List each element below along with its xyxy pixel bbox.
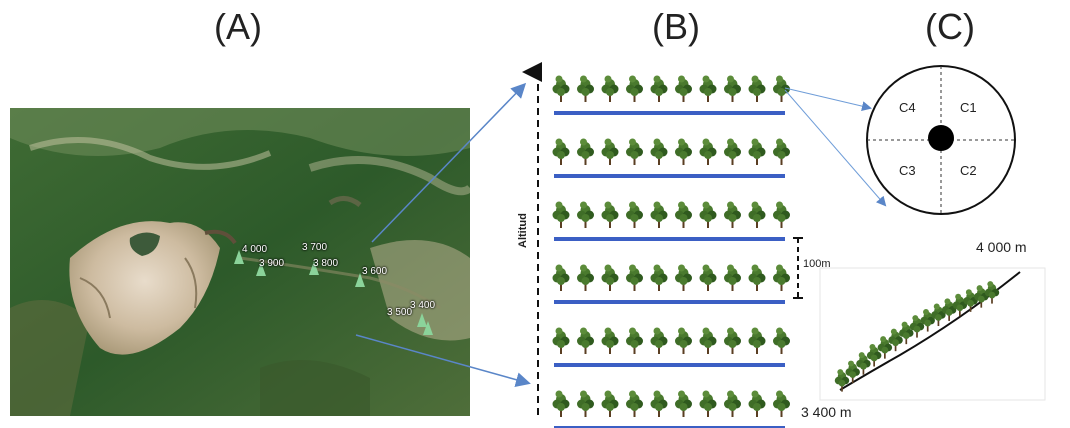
transect-tree xyxy=(773,264,790,291)
quadrant-label-c4: C4 xyxy=(899,100,916,115)
slope-tree xyxy=(963,289,978,312)
transect-tree xyxy=(552,201,570,228)
altitude-label: 3 500 xyxy=(387,307,413,318)
transect-tree xyxy=(626,138,643,165)
transect-tree xyxy=(577,201,594,228)
transect-tree xyxy=(748,264,766,291)
transect-tree xyxy=(699,327,717,354)
transect-tree xyxy=(552,264,570,291)
transect-tree xyxy=(724,264,741,291)
altitude-label: 3 700 xyxy=(302,242,328,253)
transect-tree xyxy=(748,138,766,165)
transect-tree xyxy=(552,390,570,417)
transect-tree xyxy=(724,138,741,165)
panel-b-label: (B) xyxy=(652,6,700,47)
quadrant-label-c3: C3 xyxy=(899,163,916,178)
transect-tree xyxy=(650,201,668,228)
altitude-label: 4 000 xyxy=(242,244,268,255)
connector-arrow-bottom xyxy=(355,334,531,387)
transect-tree xyxy=(724,327,741,354)
altitude-axis-label: Altitud xyxy=(517,213,529,248)
transect-tree xyxy=(577,264,594,291)
transect-tree xyxy=(773,201,790,228)
transect-tree xyxy=(675,264,692,291)
aerial-photo xyxy=(10,108,470,416)
transect-tree xyxy=(601,201,619,228)
transect-tree xyxy=(626,201,643,228)
altitude-label: 3 600 xyxy=(362,266,388,277)
transect-tree xyxy=(699,201,717,228)
transect-tree xyxy=(675,75,692,102)
transect-tree xyxy=(699,390,717,417)
transect-tree xyxy=(626,390,643,417)
transect-tree xyxy=(552,138,570,165)
transect-tree xyxy=(748,390,766,417)
panel-c-label: (C) xyxy=(925,6,975,47)
transect-tree xyxy=(577,327,594,354)
transect-tree xyxy=(601,138,619,165)
transect-tree xyxy=(601,327,619,354)
transect-tree xyxy=(724,75,741,102)
transect-tree xyxy=(552,327,570,354)
panel-a-label: (A) xyxy=(214,6,262,47)
transect-tree xyxy=(577,138,594,165)
slope-tree xyxy=(984,281,1000,304)
scale-label: 100m xyxy=(803,258,831,270)
transect-tree xyxy=(552,75,570,102)
transect-tree xyxy=(724,201,741,228)
slope-frame xyxy=(819,267,1046,401)
altitude-label: 3 400 xyxy=(410,300,436,311)
aerial-photo-graphic xyxy=(10,108,470,416)
transect-tree xyxy=(675,201,692,228)
transect-tree xyxy=(577,390,594,417)
elevation-bottom: 3 400 m xyxy=(801,404,852,420)
altitude-label: 3 800 xyxy=(313,258,339,269)
transect-tree xyxy=(650,138,668,165)
transect-tree xyxy=(626,75,643,102)
transect-tree xyxy=(601,264,619,291)
transect-tree xyxy=(650,327,668,354)
transect-tree xyxy=(699,264,717,291)
transect-tree xyxy=(773,138,790,165)
transect-tree xyxy=(773,390,790,417)
transect-tree xyxy=(748,327,766,354)
plot-center-tree xyxy=(928,125,954,151)
slope-trees xyxy=(834,281,1000,392)
transect-tree xyxy=(675,390,692,417)
transect-tree xyxy=(577,75,594,102)
connector-arrow-top xyxy=(371,82,527,243)
transect-tree xyxy=(748,75,766,102)
transect-tree xyxy=(675,327,692,354)
quadrant-label-c2: C2 xyxy=(960,163,977,178)
connector-plot-top xyxy=(784,87,872,112)
transect-rows xyxy=(552,75,790,428)
transect-tree xyxy=(699,75,717,102)
quadrant-label-c1: C1 xyxy=(960,100,977,115)
transect-tree xyxy=(724,390,741,417)
transect-tree xyxy=(601,390,619,417)
transect-tree xyxy=(650,264,668,291)
transect-tree xyxy=(601,75,619,102)
transect-tree xyxy=(650,390,668,417)
transect-tree xyxy=(699,138,717,165)
transect-tree xyxy=(626,264,643,291)
altitude-label: 3 900 xyxy=(259,258,285,269)
transect-tree xyxy=(650,75,668,102)
connector-plot-bottom xyxy=(784,89,887,207)
transect-tree xyxy=(773,327,790,354)
elevation-top: 4 000 m xyxy=(976,239,1027,255)
transect-tree xyxy=(626,327,643,354)
transect-tree xyxy=(675,138,692,165)
transect-tree xyxy=(748,201,766,228)
